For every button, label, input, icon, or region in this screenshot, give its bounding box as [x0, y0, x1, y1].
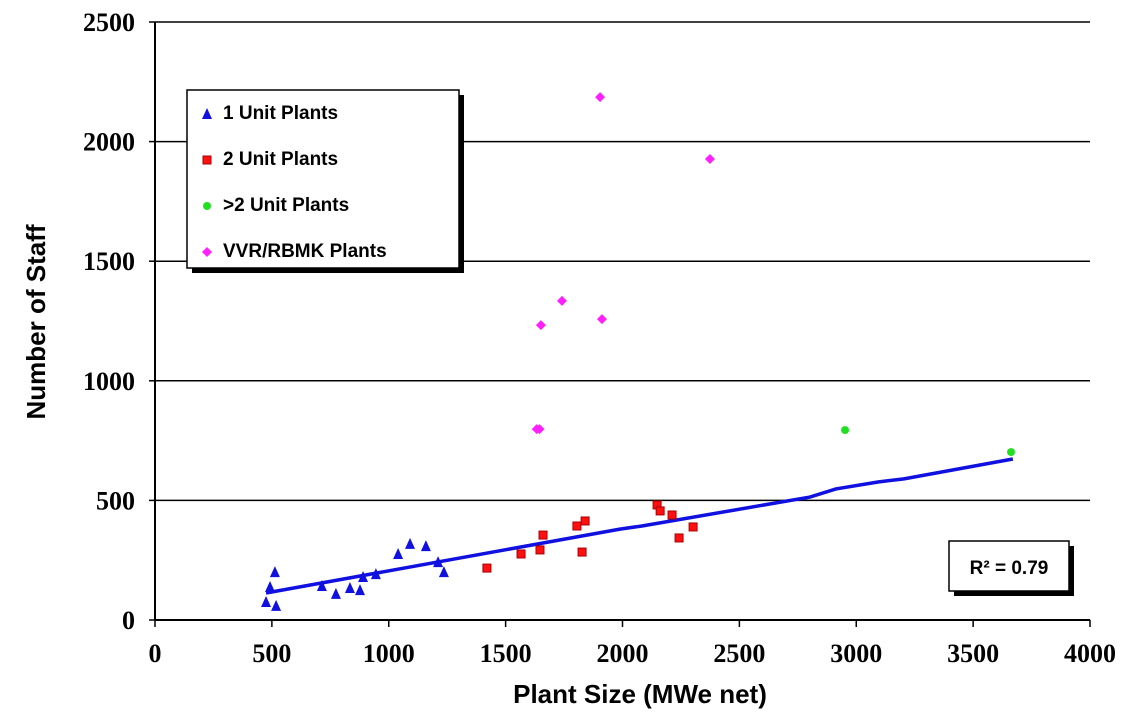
x-axis-title: Plant Size (MWe net): [513, 679, 767, 709]
point: [354, 584, 365, 596]
y-tick-label: 1000: [83, 367, 135, 396]
x-tick-label: 500: [252, 639, 291, 668]
legend-label: >2 Unit Plants: [223, 195, 349, 216]
point: [1006, 448, 1015, 457]
trendline: [265, 457, 1014, 595]
annotation-box: [948, 540, 1070, 592]
y-tick-label: 1500: [83, 247, 135, 276]
annotation: R² = 0.79: [970, 558, 1049, 579]
point: [688, 522, 698, 532]
point: [655, 506, 665, 516]
legend-label: 1 Unit Plants: [223, 103, 338, 124]
x-tick-label: 1500: [480, 639, 532, 668]
point: [316, 580, 327, 592]
point: [577, 547, 587, 557]
point: [580, 516, 590, 526]
point: [556, 295, 567, 306]
point: [596, 314, 607, 325]
point: [358, 570, 369, 582]
point: [420, 540, 431, 552]
x-tick-label: 1000: [363, 639, 415, 668]
point: [405, 537, 416, 549]
point: [438, 566, 449, 578]
y-axis-title: Number of Staff: [21, 224, 51, 419]
point: [704, 154, 715, 165]
point: [534, 424, 545, 435]
point: [674, 533, 684, 543]
point: [535, 545, 545, 555]
legend: [186, 89, 460, 269]
point: [433, 556, 444, 568]
point: [344, 581, 355, 593]
point: [535, 320, 546, 331]
y-tick-label: 2500: [83, 8, 135, 37]
x-tick-label: 2500: [713, 639, 765, 668]
point: [572, 521, 582, 531]
legend-label: 2 Unit Plants: [223, 149, 338, 170]
y-tick-label: 0: [122, 606, 135, 635]
x-tick-label: 3500: [947, 639, 999, 668]
y-tick-label: 500: [96, 486, 135, 515]
point: [271, 599, 282, 611]
x-tick-label: 2000: [597, 639, 649, 668]
point: [261, 596, 272, 608]
x-tick-label: 3000: [830, 639, 882, 668]
point: [393, 547, 404, 559]
legend-marker: [202, 108, 212, 119]
point: [667, 510, 677, 520]
point: [482, 563, 492, 573]
point: [269, 566, 280, 578]
legend-label: VVR/RBMK Plants: [223, 241, 387, 262]
x-tick-label: 4000: [1064, 639, 1116, 668]
point: [516, 549, 526, 559]
point: [841, 426, 850, 435]
x-tick-label: 0: [149, 639, 162, 668]
point: [330, 587, 341, 599]
legend-marker: [202, 247, 212, 257]
point: [370, 568, 381, 580]
legend-marker: [202, 155, 212, 165]
legend-marker: [203, 202, 211, 210]
point: [265, 580, 276, 592]
y-tick-label: 2000: [83, 128, 135, 157]
point: [595, 92, 606, 103]
point: [538, 530, 548, 540]
